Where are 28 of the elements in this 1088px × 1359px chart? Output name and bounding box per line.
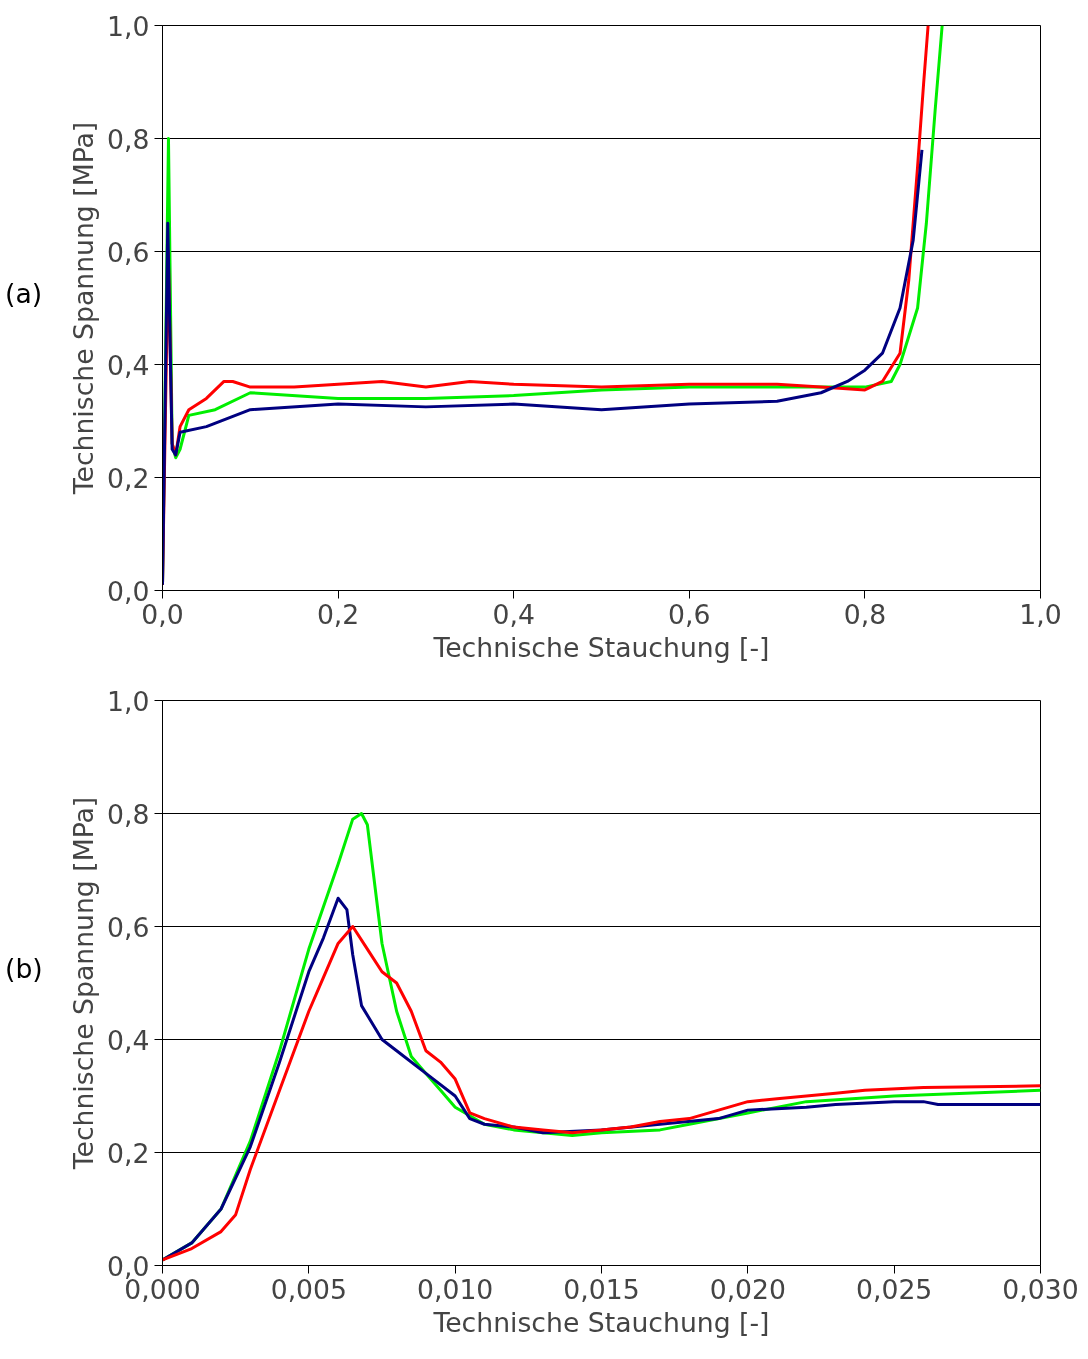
y-tick-label: 0,4 <box>107 349 150 381</box>
x-axis-title: Technische Stauchung [-] <box>432 631 770 663</box>
y-axis-title: Technische Spannung [MPa] <box>68 796 100 1171</box>
x-tick-label: 0,4 <box>492 598 535 630</box>
text: (a) <box>5 277 43 311</box>
y-tick-label: 0,8 <box>107 123 150 155</box>
x-tick-label: 0,8 <box>843 598 887 630</box>
x-tick-label: 0,010 <box>417 1273 494 1305</box>
line-series <box>162 148 924 587</box>
x-tick-label: 1,0 <box>1019 598 1062 630</box>
y-tick-label: 0,8 <box>107 798 150 830</box>
y-tick-label: 0,2 <box>107 462 150 494</box>
x-tick-label: 0,030 <box>1002 1273 1079 1305</box>
y-tick-label: 1,0 <box>107 10 150 42</box>
x-tick-label: 0,015 <box>563 1273 640 1305</box>
text: (b) <box>5 952 43 986</box>
x-tick-label: 0,6 <box>668 598 711 630</box>
x-tick-label: 0,020 <box>709 1273 786 1305</box>
x-tick-label: 0,025 <box>856 1273 933 1305</box>
y-tick-label: 0,6 <box>107 911 150 943</box>
y-tick-label: 0,2 <box>107 1137 150 1169</box>
y-tick-label: 1,0 <box>107 685 150 717</box>
y-axis-title: Technische Spannung [MPa] <box>68 121 100 496</box>
x-tick-label: 0,2 <box>316 598 360 630</box>
x-axis-title: Technische Stauchung [-] <box>432 1306 770 1338</box>
y-tick-label: 0,4 <box>107 1024 150 1056</box>
x-tick-label: 0,005 <box>270 1273 347 1305</box>
y-tick-label: 0,6 <box>107 236 150 268</box>
